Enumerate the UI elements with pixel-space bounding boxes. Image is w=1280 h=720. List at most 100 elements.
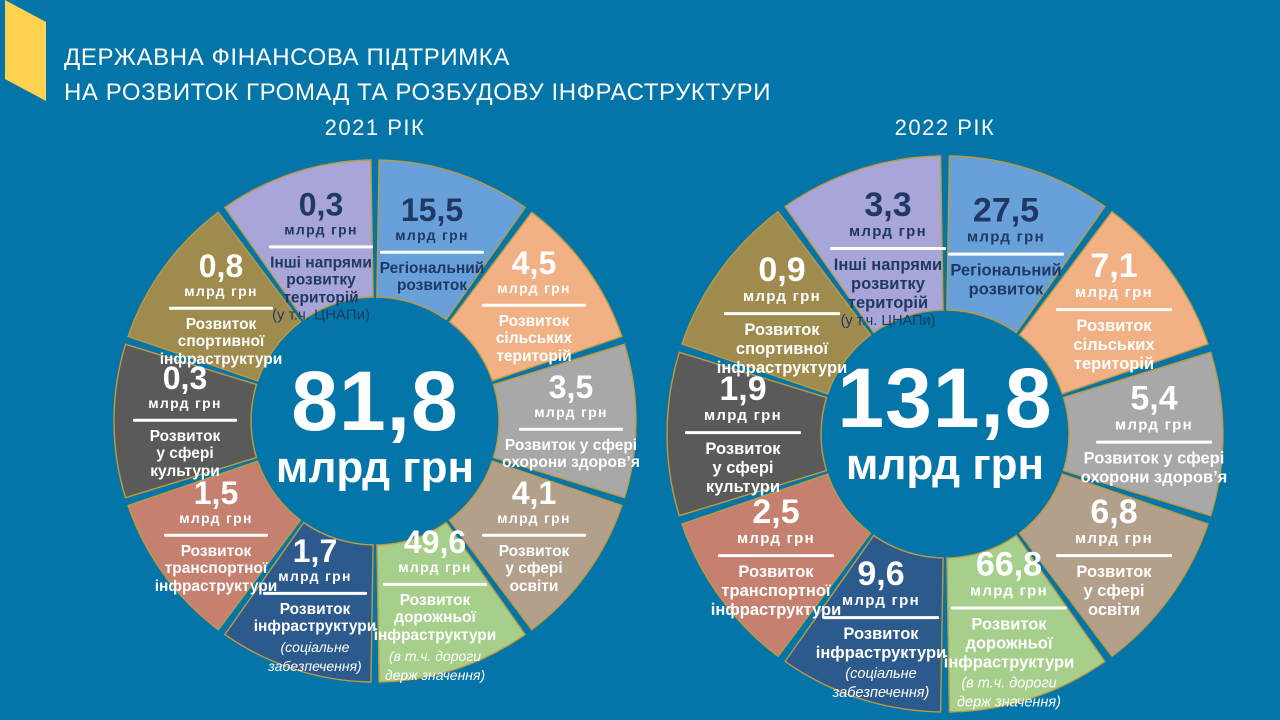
- segment-divider: [685, 431, 801, 434]
- segment-label-block: 1,7 млрд грн Розвиток інфраструктури (соціа…: [220, 534, 410, 676]
- donut-segment-wedge: [681, 210, 872, 395]
- segment-label: Розвиток спортивної інфраструктури: [159, 315, 283, 369]
- donut-segment-wedge: [1018, 210, 1209, 395]
- segment-unit: млрд грн: [967, 228, 1045, 246]
- segment-label-block: 2,5 млрд грн Розвиток транспортної інфраст…: [676, 494, 876, 620]
- segment-label-block: 0,3 млрд грн Розвиток у сфері культури: [90, 361, 280, 481]
- segment-label: Розвиток сільських територій: [1073, 316, 1155, 373]
- donut-segment-wedge: [681, 473, 872, 658]
- chart-year-label: 2021 РІК: [324, 115, 426, 140]
- segment-unit: млрд грн: [395, 226, 469, 243]
- segment-divider: [951, 606, 1067, 609]
- segment-label-block: 27,5 млрд грн Регіональний розвиток: [906, 193, 1106, 300]
- segment-value: 15,5: [400, 191, 464, 228]
- segment-divider: [380, 250, 484, 254]
- segment-unit: млрд грн: [497, 279, 571, 296]
- segment-unit: млрд грн: [704, 407, 782, 425]
- segment-divider: [948, 252, 1064, 256]
- segment-label: Розвиток транспортної інфраструктури: [710, 562, 842, 619]
- segment-unit: млрд грн: [1075, 530, 1153, 548]
- page-title-line1: ДЕРЖАВНА ФІНАНСОВА ПІДТРИМКА: [64, 44, 510, 72]
- segment-label-block: 66,8 млрд грн Розвиток дорожньої інфрастру…: [909, 547, 1109, 714]
- chart-year-label: 2022 РІК: [894, 115, 996, 140]
- donut-segment-wedge: [946, 534, 1106, 713]
- total-unit: млрд грн: [845, 440, 1045, 489]
- segment-divider: [823, 616, 939, 619]
- segment-label: Розвиток дорожньої інфраструктури: [373, 591, 497, 645]
- donut-segment-wedge: [127, 211, 302, 382]
- segment-unit: млрд грн: [1075, 284, 1153, 302]
- donut-segment-wedge: [1018, 473, 1209, 658]
- segment-value: 5,4: [1130, 379, 1178, 418]
- segment-value: 4,5: [511, 244, 557, 281]
- segment-divider: [482, 303, 586, 307]
- segment-label-block: 7,1 млрд грн Розвиток сільських територій: [1014, 248, 1214, 374]
- segment-value: 3,5: [548, 368, 594, 405]
- segment-label: Розвиток дорожньої інфраструктури: [943, 615, 1075, 672]
- donut-center-total: 81,8 млрд грн: [276, 358, 474, 492]
- segment-label-block: 49,6 млрд грн Розвиток дорожньої інфрастру…: [340, 525, 530, 685]
- donut-segment-wedge: [448, 211, 623, 382]
- page-title: ДЕРЖАВНА ФІНАНСОВА ПІДТРИМКА НА РОЗВИТОК…: [64, 40, 771, 110]
- segment-label: Інші напрями розвитку територій: [270, 253, 372, 307]
- segment-label-block: 4,1 млрд грн Розвиток у сфері освіти: [439, 476, 629, 596]
- segment-divider: [133, 418, 237, 422]
- segment-divider: [164, 533, 268, 537]
- segment-value: 49,6: [403, 523, 467, 560]
- segment-unit: млрд грн: [148, 394, 222, 411]
- segment-value: 4,1: [511, 474, 557, 511]
- donut-segment-wedge: [492, 343, 637, 499]
- segment-label: Інші напрями розвитку територій: [833, 255, 943, 312]
- segment-label: Розвиток сільських територій: [495, 312, 573, 366]
- segment-unit: млрд грн: [278, 567, 352, 584]
- segment-label-block: 3,5 млрд грн Розвиток у сфері охорони здор…: [476, 370, 666, 472]
- segment-divider: [269, 245, 373, 248]
- segment-label: Розвиток у сфері охорони здоров’я: [502, 436, 640, 472]
- segment-unit: млрд грн: [184, 282, 258, 299]
- segment-unit: млрд грн: [179, 509, 253, 526]
- segment-label: Регіональний розвиток: [950, 261, 1062, 299]
- segment-divider: [169, 306, 273, 310]
- donut-segment-wedge: [946, 155, 1106, 334]
- segment-note: (в т.ч. дороги держ значення): [384, 648, 486, 684]
- donut-segment-wedge: [127, 460, 302, 631]
- segment-value: 0,8: [198, 247, 244, 284]
- segment-label-block: 1,5 млрд грн Розвиток транспортної інфраст…: [121, 476, 311, 596]
- segment-value: 1,9: [719, 370, 767, 409]
- segment-note: (у т.ч. ЦНАПи): [271, 306, 371, 324]
- segment-label-block: 5,4 млрд грн Розвиток у сфері охорони здор…: [1054, 381, 1254, 488]
- segment-label: Розвиток у сфері охорони здоров’я: [1080, 449, 1228, 487]
- segment-value: 6,8: [1090, 493, 1138, 532]
- segment-unit: млрд грн: [849, 222, 927, 240]
- segment-label-block: 15,5 млрд грн Регіональний розвиток: [337, 193, 527, 295]
- segment-label: Розвиток у сфері освіти: [498, 542, 570, 596]
- segment-label: Розвиток у сфері освіти: [1076, 562, 1152, 619]
- segment-divider: [830, 246, 946, 250]
- segment-unit: млрд грн: [737, 530, 815, 548]
- segment-value: 66,8: [975, 545, 1043, 584]
- segment-divider: [718, 554, 834, 557]
- donut-segment-wedge: [376, 159, 527, 321]
- donut-segment-wedge: [448, 460, 623, 631]
- segment-divider: [1096, 440, 1212, 444]
- segment-unit: млрд грн: [398, 558, 472, 575]
- donut-segment-wedge: [784, 155, 944, 334]
- donut-segment-wedge: [223, 521, 374, 683]
- segment-label-block: 6,8 млрд грн Розвиток у сфері освіти: [1014, 494, 1214, 620]
- segment-unit: млрд грн: [1115, 416, 1193, 434]
- segment-value: 0,3: [298, 186, 344, 223]
- segment-value: 0,9: [758, 251, 806, 290]
- total-unit: млрд грн: [275, 443, 475, 492]
- segment-label: Розвиток транспортної інфраструктури: [154, 542, 278, 596]
- segment-unit: млрд грн: [497, 509, 571, 526]
- segment-value: 27,5: [972, 191, 1040, 230]
- segment-value: 0,3: [162, 359, 208, 396]
- segment-label-block: 0,3 млрд грн Інші напрями розвитку територ…: [226, 187, 416, 324]
- segment-divider: [519, 427, 623, 431]
- segment-note: (соціальне забезпечення): [268, 639, 362, 675]
- segment-value: 1,7: [292, 532, 338, 569]
